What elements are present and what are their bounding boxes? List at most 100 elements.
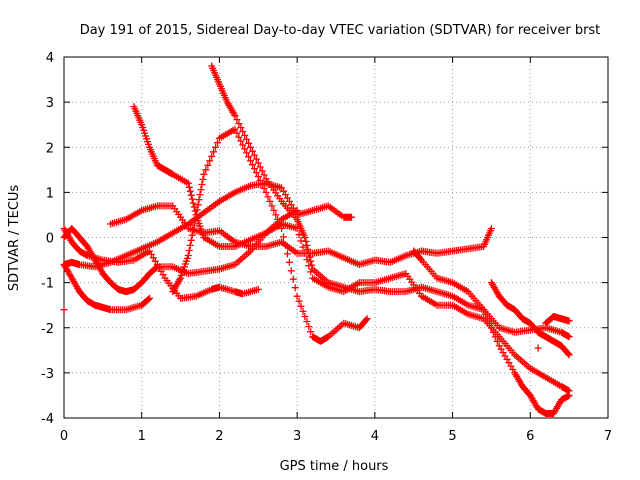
arc8-point: [299, 307, 307, 315]
arc7-point: [245, 139, 253, 147]
arc9-point: [565, 391, 573, 399]
x-tick-label: 2: [215, 429, 223, 444]
arc7-point: [237, 124, 245, 131]
arc10-point: [565, 351, 573, 359]
arc8-point: [272, 211, 280, 219]
arc8-point: [295, 297, 303, 305]
y-tick-label: -2: [41, 322, 54, 337]
arc8-point: [307, 328, 315, 336]
y-tick-label: 0: [46, 232, 54, 247]
arc8-point: [196, 191, 204, 199]
arc8-point: [305, 323, 313, 331]
arc9-point: [486, 319, 493, 327]
arc9-point: [482, 310, 490, 318]
arc8-point: [198, 181, 206, 188]
arc8-point: [231, 125, 239, 133]
arc7-point: [305, 249, 313, 257]
arc2-point: [145, 295, 152, 303]
arc11-point: [565, 317, 573, 325]
arc8-point: [303, 318, 311, 325]
arc7-point: [243, 135, 251, 143]
arc9-point: [493, 337, 501, 345]
arc4-point: [293, 206, 301, 214]
arc6-point: [187, 191, 195, 199]
arc8-point: [285, 258, 293, 266]
arc8-point: [363, 315, 371, 323]
arc6-point: [184, 179, 192, 187]
arc8-point: [191, 216, 199, 224]
arc8-point: [186, 241, 194, 249]
arc8-point: [189, 226, 197, 234]
arc7-point: [304, 245, 312, 253]
arc8-point: [202, 166, 210, 174]
arc8-point: [187, 236, 195, 244]
arc3-point: [348, 213, 355, 221]
arc8-point: [278, 225, 286, 232]
x-tick-label: 0: [60, 429, 68, 444]
arc8-point: [297, 302, 305, 310]
arc1-point: [254, 285, 262, 293]
arc8-point: [362, 316, 370, 324]
arc6-point: [185, 183, 193, 191]
arc5-point: [487, 225, 495, 232]
arc7-point: [239, 128, 247, 135]
arc8-point: [282, 241, 289, 249]
arc7-point: [256, 163, 264, 171]
arc8-point: [264, 193, 272, 201]
chart-title: Day 191 of 2015, Sidereal Day-to-day VTE…: [80, 23, 601, 38]
y-axis-ticks: -4 -3 -2 -1 0 1 2 3 4: [41, 51, 608, 427]
arc8-point: [235, 133, 243, 141]
arc8-point: [276, 220, 284, 228]
x-tick-label: 5: [448, 429, 456, 444]
arc8-point: [199, 175, 207, 183]
x-tick-label: 4: [371, 429, 379, 444]
arc9-point: [491, 333, 499, 341]
outlier-point: [60, 306, 68, 314]
arc7-point: [258, 167, 266, 175]
arc8-point: [293, 292, 301, 300]
arc8-point: [262, 188, 270, 196]
arc8-point: [239, 141, 247, 149]
arc8-point: [237, 137, 245, 145]
arc7-point: [250, 151, 258, 159]
arc8-point: [249, 161, 256, 169]
arc10-point: [564, 350, 572, 358]
arc8-point: [260, 184, 268, 192]
arc8-point: [200, 170, 208, 178]
arc8-point: [233, 129, 241, 137]
arc8-point: [206, 157, 214, 165]
arc8-point: [280, 233, 287, 241]
arc7-point: [252, 155, 260, 163]
arc7-point: [302, 237, 310, 245]
x-axis-label: GPS time / hours: [280, 459, 389, 474]
y-tick-label: -4: [41, 412, 54, 427]
outlier-point: [534, 344, 542, 352]
arc8-point: [241, 145, 249, 153]
arc8-point: [185, 247, 193, 254]
arc7-point: [260, 171, 268, 179]
arc7-point: [565, 333, 573, 341]
arc8-point: [214, 139, 221, 147]
arc8-point: [188, 231, 196, 239]
arc8-point: [289, 275, 297, 283]
y-tick-label: 2: [46, 141, 54, 156]
y-axis-label: SDTVAR / TECUs: [7, 185, 22, 292]
arc7-point: [301, 234, 309, 241]
arc8-point: [192, 211, 200, 219]
arc8-point: [247, 157, 254, 165]
y-tick-label: 1: [46, 186, 54, 201]
y-tick-label: 4: [46, 51, 54, 66]
arc8-point: [204, 161, 212, 169]
y-tick-label: 3: [46, 96, 54, 111]
arc8-point: [245, 153, 253, 161]
arc8-point: [210, 148, 218, 156]
arc8-point: [254, 173, 262, 181]
y-tick-label: -3: [41, 367, 54, 382]
arc8-point: [287, 267, 295, 275]
arc7-point: [231, 112, 239, 120]
x-axis-ticks: 0 1 2 3 4 5 6 7: [60, 57, 612, 444]
arc7-point: [308, 261, 316, 269]
arc7-point: [303, 241, 311, 249]
arc7-point: [307, 257, 315, 265]
arc8-point: [250, 165, 258, 173]
